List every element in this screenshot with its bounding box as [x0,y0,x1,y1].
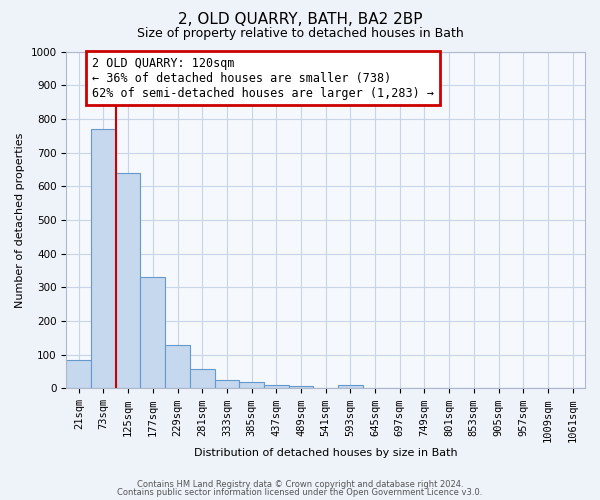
Bar [289,386,313,388]
Bar [264,385,289,388]
Bar [165,344,190,389]
X-axis label: Distribution of detached houses by size in Bath: Distribution of detached houses by size … [194,448,458,458]
Bar [140,278,165,388]
Text: 2, OLD QUARRY, BATH, BA2 2BP: 2, OLD QUARRY, BATH, BA2 2BP [178,12,422,28]
Bar [116,173,140,388]
Bar [67,360,91,388]
Bar [190,369,215,388]
Text: Contains HM Land Registry data © Crown copyright and database right 2024.: Contains HM Land Registry data © Crown c… [137,480,463,489]
Text: Size of property relative to detached houses in Bath: Size of property relative to detached ho… [137,28,463,40]
Bar [91,129,116,388]
Y-axis label: Number of detached properties: Number of detached properties [15,132,25,308]
Bar [338,385,363,388]
Text: 2 OLD QUARRY: 120sqm
← 36% of detached houses are smaller (738)
62% of semi-deta: 2 OLD QUARRY: 120sqm ← 36% of detached h… [92,56,434,100]
Text: Contains public sector information licensed under the Open Government Licence v3: Contains public sector information licen… [118,488,482,497]
Bar [215,380,239,388]
Bar [239,382,264,388]
